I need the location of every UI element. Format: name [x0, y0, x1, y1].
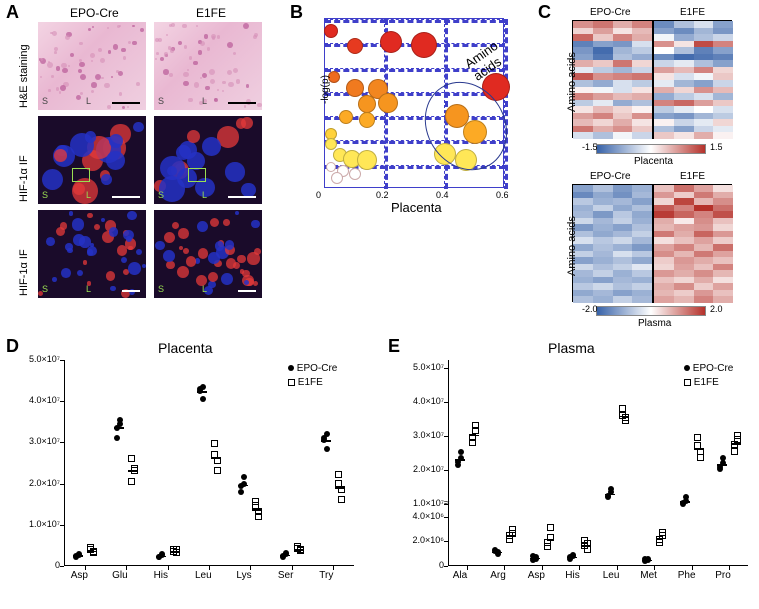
bubble-point	[349, 168, 361, 180]
point-e1fe	[619, 405, 626, 412]
panel-a-col1: EPO-Cre	[70, 6, 119, 20]
panel-a-col2: E1FE	[196, 6, 226, 20]
legend-epocre-e: EPO-Cre	[684, 362, 733, 376]
panel-b-bubble: Amino acids -log(p) Placenta 00.20.40.6	[296, 4, 516, 224]
legend-epocre: EPO-Cre	[288, 362, 337, 376]
cbar2-min: -2.0	[582, 304, 598, 314]
panel-a-row2: HIF-1α IF	[18, 116, 30, 202]
panel-a-cell-r2-c0: SL	[38, 210, 146, 298]
point-e1fe	[547, 524, 554, 531]
point-e1fe	[734, 436, 741, 443]
point-e1fe	[506, 536, 513, 543]
panel-e-frame	[448, 360, 748, 566]
bubble-point	[380, 31, 402, 53]
panel-a-row3: HIF-1α IF	[18, 210, 30, 296]
cbar1-min: -1.5	[582, 142, 598, 152]
point-epo	[458, 449, 464, 455]
bubble-point	[358, 95, 376, 113]
bubble-point	[411, 32, 437, 58]
heatmap-plasma	[572, 184, 732, 302]
panel-a-cell-r1-c1: SL	[154, 116, 262, 204]
point-epo	[117, 417, 123, 423]
bubble-point	[359, 112, 375, 128]
hm1-col2: E1FE	[680, 7, 705, 18]
point-e1fe	[252, 502, 259, 509]
bubble-point	[326, 162, 336, 172]
point-e1fe	[211, 451, 218, 458]
bubble-ylabel: -log(p)	[320, 75, 331, 104]
point-e1fe	[214, 467, 221, 474]
point-e1fe	[659, 529, 666, 536]
bubble-point	[378, 93, 398, 113]
panel-a-cell-r0-c1: SL	[154, 22, 262, 110]
cbar2-max: 2.0	[710, 304, 723, 314]
panel-a-cell-r2-c1: SL	[154, 210, 262, 298]
hm2-title: Plasma	[638, 318, 671, 329]
point-e1fe	[472, 422, 479, 429]
point-e1fe	[211, 440, 218, 447]
panel-c-heatmaps: EPO-Cre E1FE Amino acids -1.5 1.5 Placen…	[542, 4, 752, 324]
point-e1fe	[128, 455, 135, 462]
panel-a-cell-r0-c0: SL	[38, 22, 146, 110]
panel-a-row1: H&E staining	[18, 22, 30, 108]
panel-d-strip: Placenta 01.0×10⁷2.0×10⁷3.0×10⁷4.0×10⁷5.…	[8, 338, 368, 602]
hm2-col2: E1FE	[680, 171, 705, 182]
heatmap-placenta	[572, 20, 732, 138]
point-e1fe	[335, 471, 342, 478]
point-e1fe	[697, 454, 704, 461]
panel-e-title: Plasma	[548, 340, 595, 356]
point-e1fe	[731, 448, 738, 455]
bubble-point	[347, 38, 363, 54]
point-e1fe	[128, 478, 135, 485]
point-e1fe	[584, 546, 591, 553]
panel-d-title: Placenta	[158, 340, 212, 356]
point-epo	[455, 462, 461, 468]
bubble-xlabel: Placenta	[391, 200, 442, 215]
panel-e-legend: EPO-Cre E1FE	[684, 362, 733, 390]
point-e1fe	[338, 496, 345, 503]
bubble-point	[331, 172, 343, 184]
hm2-col1: EPO-Cre	[590, 171, 631, 182]
point-e1fe	[469, 439, 476, 446]
point-e1fe	[694, 434, 701, 441]
colorbar-plasma	[596, 306, 706, 316]
colorbar-placenta	[596, 144, 706, 154]
panel-d-legend: EPO-Cre E1FE	[288, 362, 337, 390]
bubble-point	[357, 150, 377, 170]
point-e1fe	[255, 513, 262, 520]
panel-a-cell-r1-c0: SL	[38, 116, 146, 204]
cbar1-max: 1.5	[710, 142, 723, 152]
hm1-col1: EPO-Cre	[590, 7, 631, 18]
point-epo	[608, 486, 614, 492]
bubble-point	[339, 110, 353, 124]
bubble-frame	[324, 18, 504, 188]
legend-e1fe-e: E1FE	[684, 376, 733, 390]
panel-a: EPO-Cre E1FE H&E staining HIF-1α IF HIF-…	[8, 4, 272, 324]
bubble-point	[324, 24, 338, 38]
legend-e1fe: E1FE	[288, 376, 337, 390]
hm1-title: Placenta	[634, 156, 673, 167]
point-e1fe	[335, 480, 342, 487]
hm2-ylab: Amino acids	[566, 216, 578, 276]
hm1-ylab: Amino acids	[566, 52, 578, 112]
panel-d-frame	[64, 360, 354, 566]
panel-e-strip: Plasma 02.0×10⁶4.0×10⁶1.0×10⁷2.0×10⁷3.0×…	[388, 338, 758, 602]
figure-root: A B C D E EPO-Cre E1FE H&E staining HIF-…	[0, 0, 759, 609]
point-epo	[324, 446, 330, 452]
